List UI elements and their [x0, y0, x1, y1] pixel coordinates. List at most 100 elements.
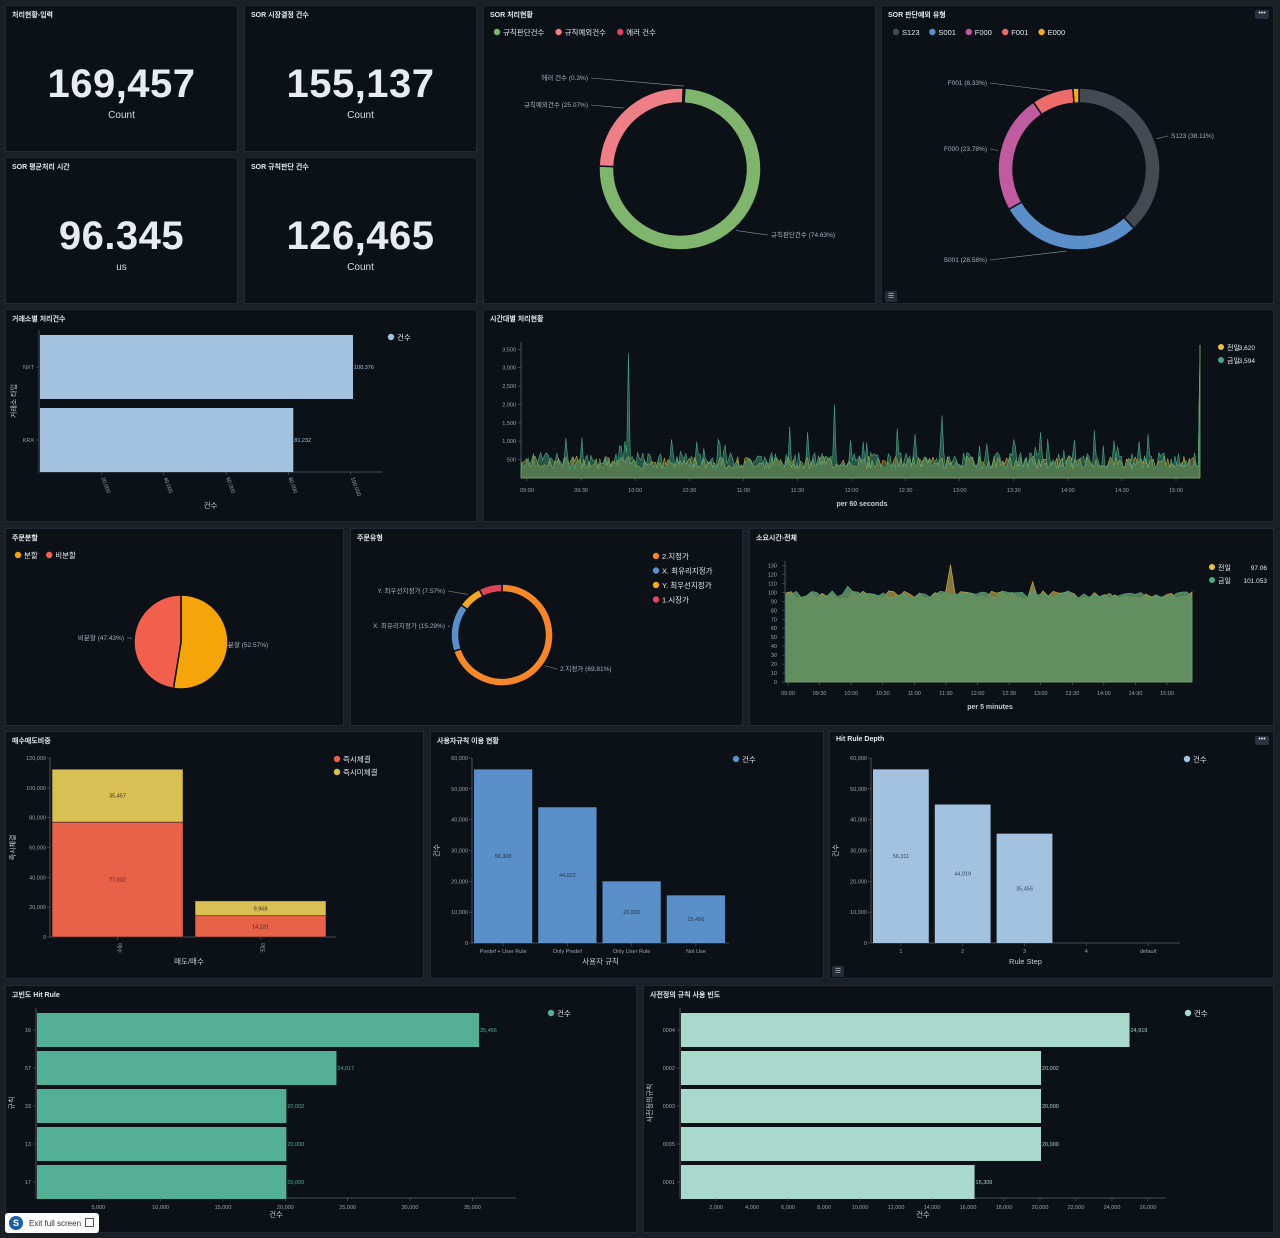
x-tick-label: Only Predef: [553, 949, 583, 955]
legend-swatch: [333, 768, 341, 776]
slice-label: 규칙판단건수 (74.63%): [771, 230, 835, 239]
panel-title: 사용자규칙 이용 현황: [437, 738, 499, 745]
panel-title: 사전정의 규칙 사용 빈도: [650, 992, 721, 999]
y-tick-label: 20,000: [29, 905, 46, 911]
bar: [37, 1051, 337, 1085]
panel-menu-button[interactable]: •••: [1255, 10, 1269, 19]
user-rules-panel: 사용자규칙 이용 현황 0 10,000 20,000 30,000 40,000 50,…: [430, 731, 824, 979]
legend-toggle-icon[interactable]: ☰: [832, 966, 844, 977]
bar: [873, 769, 929, 943]
category-label: 0001: [663, 1180, 675, 1186]
y-tick-label: 2,000: [502, 402, 516, 408]
panel-title: 매수매도비중: [12, 738, 51, 745]
latency-chart: 0 10 20 30 40 50 60 70 80 90 100 110 120 130 09:00 09:3…: [768, 561, 1267, 711]
legend-toggle-icon[interactable]: ☰: [885, 291, 897, 302]
x-tick-label: 매수: [116, 943, 124, 953]
category-label: 33: [25, 1104, 31, 1110]
bar-value-label: 44,919: [954, 872, 971, 878]
category-label: 0004: [663, 1028, 675, 1034]
slice-label: 에러 건수 (0.3%): [541, 73, 588, 82]
y-tick-label: 40,000: [29, 875, 46, 881]
stat-panel-market: SOR 시장결정 건수 155,137 Count: [244, 5, 477, 152]
x-tick-label: default: [1140, 949, 1157, 955]
x-tick-label: 25,000: [339, 1205, 356, 1211]
leader-line: [544, 665, 558, 670]
x-tick-label: 30,000: [402, 1205, 419, 1211]
exit-fullscreen-button[interactable]: S Exit full screen: [5, 1213, 99, 1233]
legend-swatch: [652, 596, 660, 603]
exit-fullscreen-label: Exit full screen: [29, 1219, 82, 1228]
x-tick-label: 12:00: [971, 691, 985, 697]
y-tick-label: 70: [771, 617, 777, 623]
x-tick-label: 15,000: [215, 1205, 232, 1211]
panel-title: 고빈도 Hit Rule: [12, 992, 60, 999]
sor-status-panel: SOR 처리현황 규칙판단건수 규칙예외건수 에러 건수 규칙판단건수 (74.63…: [483, 5, 876, 304]
panel-title: SOR 처리현황: [490, 12, 533, 19]
buy-sell-panel: 매수매도비중 0 20,000 40,000 60,000 80,000 100,000 1…: [5, 731, 424, 979]
bar-value-label: 14,231: [252, 924, 269, 930]
user-rules-chart: 0 10,000 20,000 30,000 40,000 50,000 60,000 56,…: [432, 754, 756, 966]
y-tick-label: 30,000: [451, 849, 468, 855]
y-tick-label: 1,500: [502, 421, 516, 427]
y-tick-label: 40: [771, 644, 777, 650]
x-tick-label: Not Use: [686, 949, 706, 955]
bar-value-label: 35,457: [109, 794, 126, 800]
bar-value-label: 20,002: [1042, 1066, 1059, 1072]
legend-label: F000: [975, 28, 992, 37]
legend-swatch: [46, 551, 53, 559]
y-tick-label: 30,000: [850, 849, 867, 855]
y-tick-label: 110: [768, 581, 777, 587]
bar-value-label: 56,311: [893, 854, 909, 860]
y-tick-label: 50,000: [850, 787, 867, 793]
bar: [602, 881, 661, 943]
x-tick-label: 4,000: [745, 1205, 759, 1211]
legend-label: 건수: [1194, 1008, 1208, 1018]
y-tick-label: 60,000: [451, 756, 468, 762]
stat-unit: Count: [108, 110, 135, 121]
bar: [681, 1165, 975, 1199]
x-axis-title: per 5 minutes: [967, 704, 1013, 711]
leader-line: [1156, 135, 1169, 140]
y-tick-label: 120: [768, 572, 777, 578]
bar-value-label: 56,308: [495, 854, 512, 860]
legend-swatch: [1218, 357, 1224, 363]
latency-panel: 소요시간-전체 0 10 20 30 40 50 60 70 80 90 100 110 120 130 0…: [749, 528, 1274, 726]
slice-label: X. 최유리지정가 (15.29%): [373, 621, 445, 630]
x-tick-label: 1: [899, 949, 902, 955]
x-tick-label: 12:30: [1002, 691, 1016, 697]
panel-menu-button[interactable]: •••: [1255, 736, 1269, 745]
legend-value: 3,594: [1239, 358, 1256, 365]
legend-label: 건수: [557, 1008, 571, 1018]
bar-value-label: 44,022: [559, 873, 576, 879]
x-axis-title: 사용자 규칙: [582, 957, 619, 966]
panel-title: 주문분할: [12, 535, 38, 542]
x-axis-title: 매도/매수: [174, 957, 204, 966]
x-tick-label: 13:00: [953, 488, 967, 494]
bar: [681, 1051, 1042, 1085]
slice-label: 규칙예외건수 (25.07%): [524, 100, 588, 109]
y-axis-title: 즉시체결: [8, 835, 17, 861]
bar: [538, 807, 597, 943]
slice-label: Y. 최우선지정가 (7.57%): [377, 586, 445, 595]
x-tick-label: 20,000: [1032, 1205, 1049, 1211]
order-type-panel: 주문유형 2.지정가 X. 최유리지정가 Y. 최우선지정가 1.시장가 2.지정가 (…: [350, 528, 743, 726]
x-axis-title: per 60 seconds: [837, 501, 888, 508]
panel-title: Hit Rule Depth: [836, 736, 885, 743]
stat-panel-input: 처리현황-입력 169,457 Count: [5, 5, 238, 152]
stat-panel-latency: SOR 평균처리 시간 96.345 us: [5, 157, 238, 304]
y-tick-label: 120,000: [26, 756, 46, 762]
y-tick-label: 40,000: [451, 818, 468, 824]
y-tick-label: 2,500: [502, 384, 516, 390]
x-tick-label: 매도: [259, 943, 267, 953]
stat-panel-rule: SOR 규칙판단 건수 126,465 Count: [244, 157, 477, 304]
exchange-panel: 거래소별 처리건수 100,376 NXT 81,232 KRX 20,000 40,00…: [5, 309, 477, 522]
legend-label: 전일: [1218, 563, 1231, 572]
legend-swatch: [892, 28, 900, 36]
legend-swatch: [1183, 755, 1191, 763]
pie-slice: [1007, 200, 1136, 251]
x-tick-label: 14:30: [1129, 691, 1143, 697]
legend-swatch: [14, 551, 22, 559]
bar-segment: [194, 900, 327, 917]
legend-swatch: [1038, 28, 1045, 36]
